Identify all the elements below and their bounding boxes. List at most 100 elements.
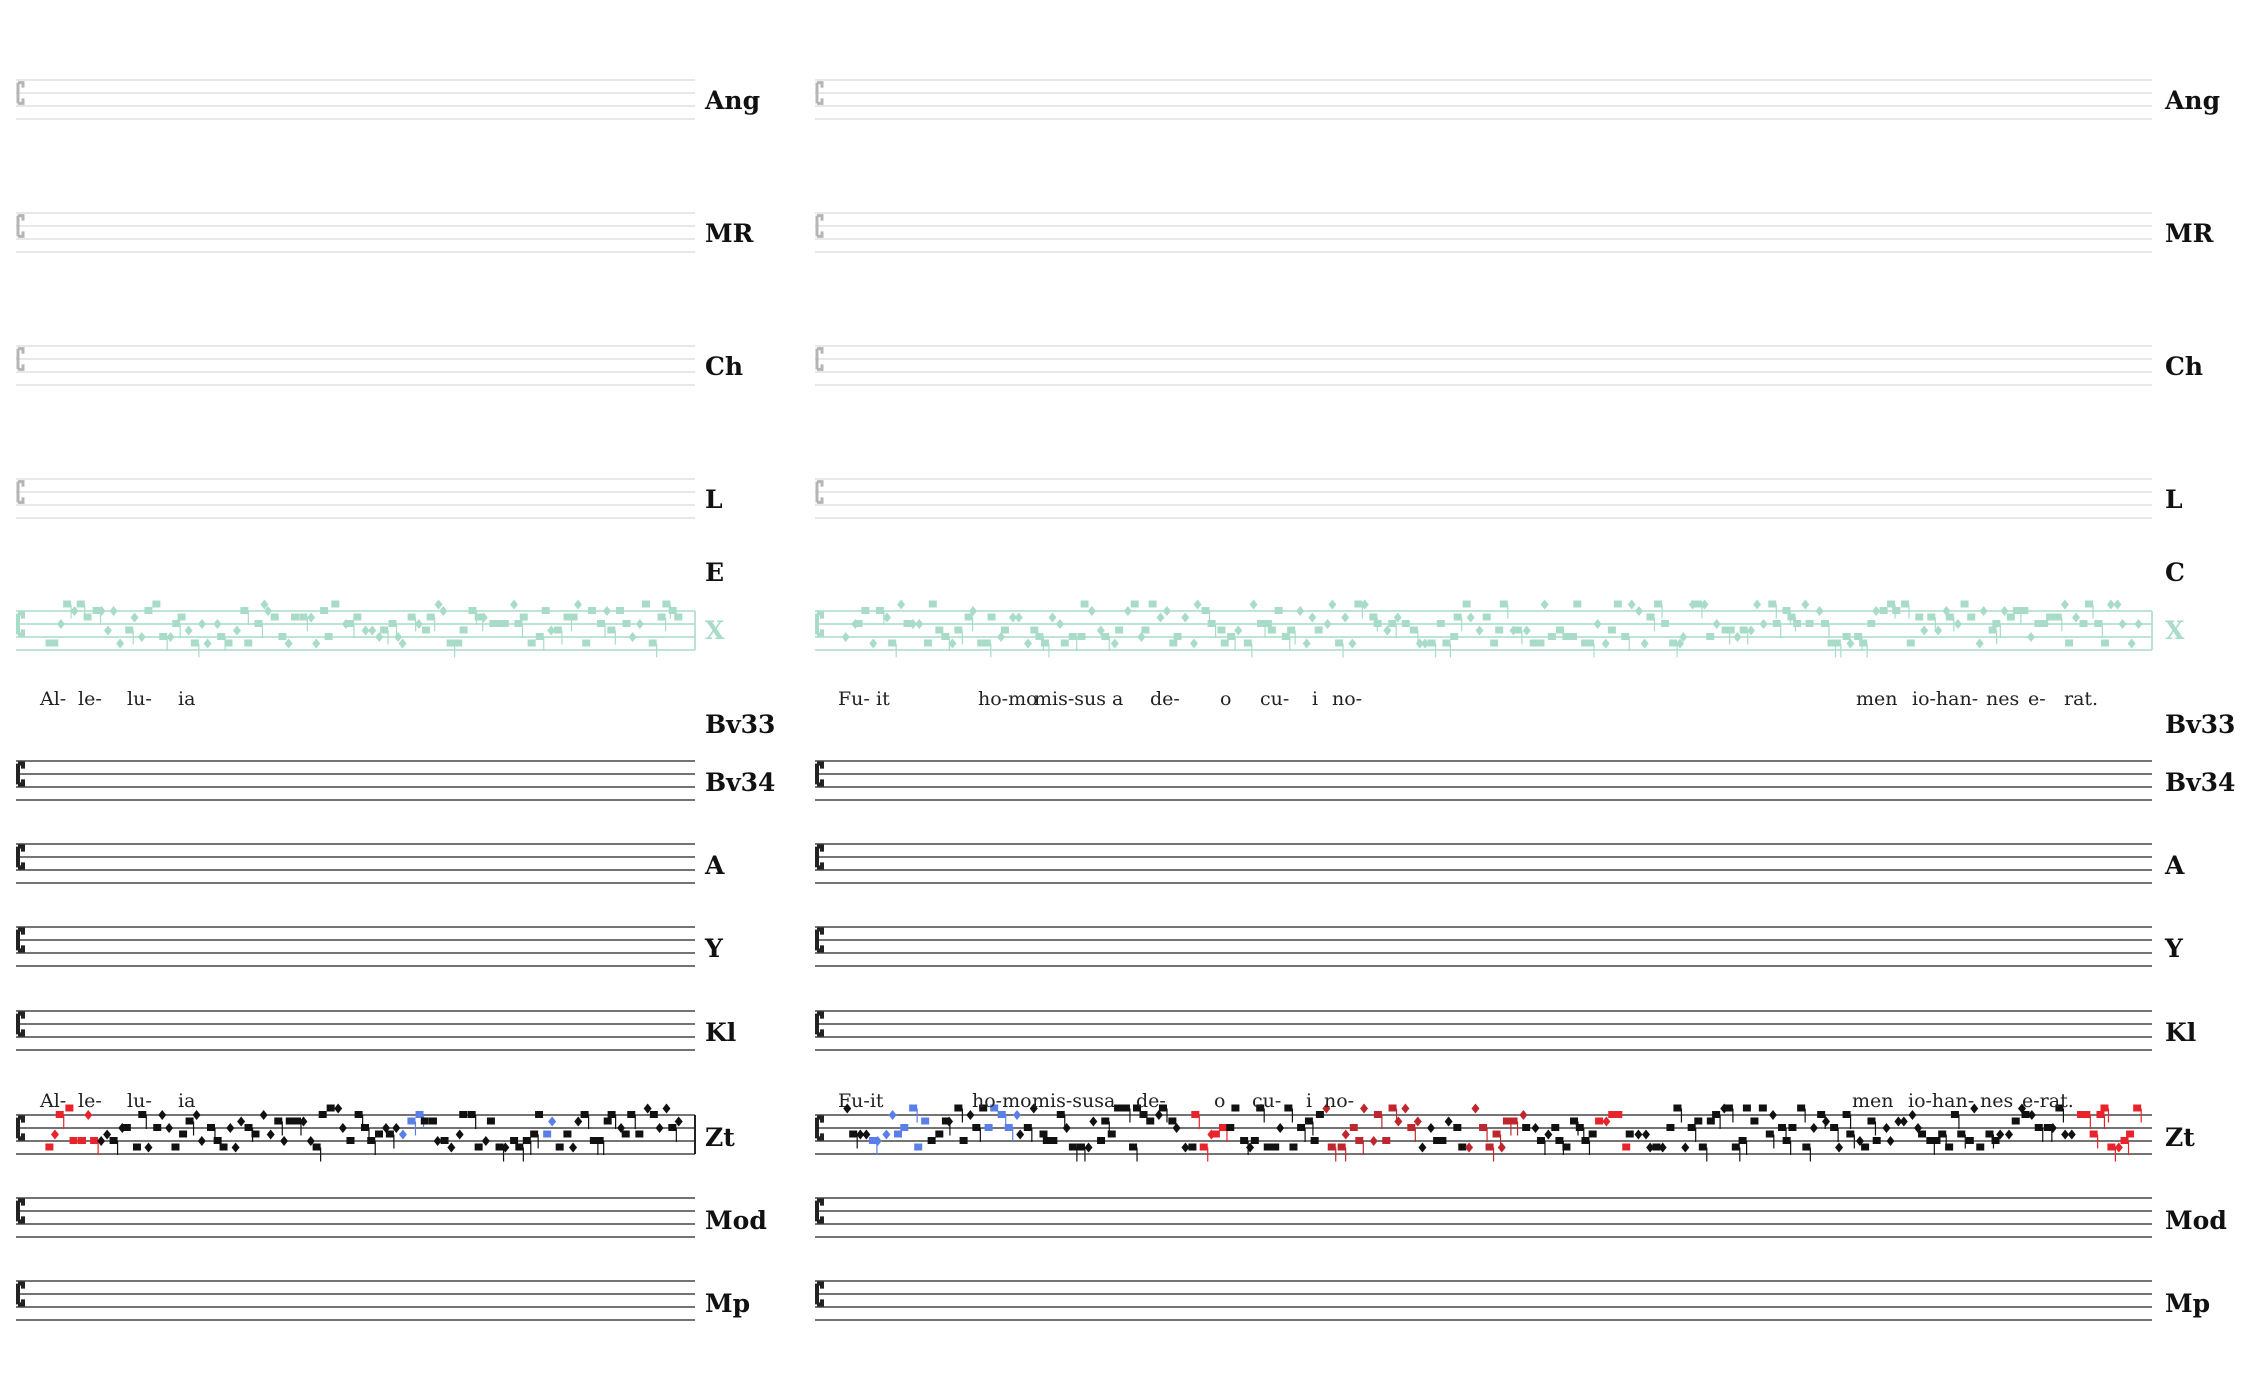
neume-mark xyxy=(1087,606,1096,616)
neume-mark xyxy=(1646,1142,1655,1153)
neume-mark xyxy=(226,1123,235,1133)
neume-mark xyxy=(1458,1143,1467,1151)
neume-mark xyxy=(2082,1111,2091,1118)
neume-mark xyxy=(1724,1104,1733,1112)
neume-mark xyxy=(1427,639,1436,647)
neume-mark xyxy=(1975,638,1984,649)
neume-mark xyxy=(1337,1143,1346,1151)
staff-label-zt: Zt xyxy=(705,1123,735,1152)
neume-mark xyxy=(103,1129,112,1140)
neume-mark xyxy=(1706,633,1715,640)
neume-mark xyxy=(548,1116,557,1127)
neume-mark xyxy=(535,1111,544,1118)
neume-mark xyxy=(1602,1116,1611,1127)
neume-mark xyxy=(1314,626,1323,634)
neume-mark xyxy=(474,613,483,621)
neume-mark xyxy=(1842,633,1851,640)
neume-mark xyxy=(1988,626,1997,634)
neume-mark xyxy=(2126,1130,2135,1138)
neume-mark xyxy=(500,620,509,627)
neume-mark xyxy=(2046,613,2055,621)
neume-mark xyxy=(580,1111,589,1118)
neume-mark xyxy=(459,626,468,634)
neume-mark xyxy=(1231,1104,1240,1112)
neume-mark xyxy=(1101,1117,1110,1125)
neume-mark xyxy=(1097,1137,1106,1144)
neume-mark xyxy=(1679,632,1688,642)
neume-mark xyxy=(510,1137,519,1144)
neume-mark xyxy=(360,1124,369,1131)
neume-mark xyxy=(481,1136,490,1146)
neume-mark xyxy=(2006,613,2015,621)
neume-mark xyxy=(1369,1136,1378,1146)
neume-mark xyxy=(1479,1124,1488,1131)
staff-mr xyxy=(16,212,695,253)
neume-mark xyxy=(543,1130,552,1138)
neume-mark xyxy=(1393,612,1402,623)
neume-mark xyxy=(597,620,606,627)
neume-mark xyxy=(662,1103,671,1114)
c-clef-icon xyxy=(16,1011,25,1037)
neume-mark xyxy=(1349,1124,1358,1131)
neume-mark xyxy=(320,607,329,614)
neume-mark xyxy=(635,619,644,629)
neume-mark xyxy=(1547,633,1556,640)
neume-mark xyxy=(307,612,316,623)
neume-mark xyxy=(398,1129,407,1140)
neume-mark xyxy=(159,633,168,640)
neume-mark xyxy=(2000,606,2009,616)
staff-label-mp: Mp xyxy=(2165,1289,2211,1318)
neume-mark xyxy=(1932,1137,1941,1144)
neume-mark xyxy=(1191,1111,1200,1118)
lyric-syllable: e-rat. xyxy=(2022,1090,2074,1112)
neume-mark xyxy=(569,613,578,621)
neume-mark xyxy=(1625,1130,1634,1138)
neume-mark xyxy=(1084,1142,1093,1153)
neume-mark xyxy=(1588,1130,1597,1138)
neume-mark xyxy=(984,1124,993,1131)
neume-mark xyxy=(1872,606,1881,616)
neume-mark xyxy=(1887,600,1896,608)
neume-mark xyxy=(530,1130,539,1138)
neume-mark xyxy=(2101,639,2110,647)
neume-mark xyxy=(1830,1124,1839,1131)
staff-label-x: X xyxy=(705,616,725,645)
neume-mark xyxy=(888,1110,897,1120)
staff-ang xyxy=(16,79,695,120)
neume-mark xyxy=(1693,600,1702,608)
neume-mark xyxy=(1049,1137,1058,1144)
neume-mark xyxy=(527,639,536,647)
neume-mark xyxy=(426,613,435,621)
neume-mark xyxy=(1927,613,1936,621)
neume-group xyxy=(45,1103,683,1162)
c-clef-icon xyxy=(16,347,25,371)
neume-mark xyxy=(966,1110,975,1120)
lyric-syllable: io-han- xyxy=(1912,688,1979,710)
staff-a xyxy=(16,843,695,884)
neume-mark xyxy=(648,639,657,647)
neume-mark xyxy=(987,613,996,621)
neume-mark xyxy=(563,613,572,621)
neume-mark xyxy=(192,1110,201,1120)
neume-mark xyxy=(1991,1137,2000,1144)
neume-mark xyxy=(1758,1104,1767,1112)
neume-mark xyxy=(190,639,199,647)
neume-mark xyxy=(1401,1103,1410,1114)
neume-mark xyxy=(1129,1143,1138,1151)
neume-mark xyxy=(1733,632,1742,642)
neume-mark xyxy=(2067,1129,2076,1140)
neume-mark xyxy=(1193,599,1202,610)
neume-mark xyxy=(144,1142,153,1153)
neume-mark xyxy=(882,612,891,623)
neume-mark xyxy=(2012,607,2021,614)
c-clef-icon xyxy=(815,1115,824,1141)
neume-mark xyxy=(1190,638,1199,649)
neume-mark xyxy=(515,1143,524,1151)
neume-mark xyxy=(1188,1143,1197,1151)
neume-mark xyxy=(1492,1130,1501,1138)
neume-mark xyxy=(1341,612,1350,623)
neume-mark xyxy=(1148,600,1157,608)
neume-group xyxy=(45,599,683,658)
lyric-syllable: ia xyxy=(178,1090,196,1112)
neume-mark xyxy=(278,633,287,640)
